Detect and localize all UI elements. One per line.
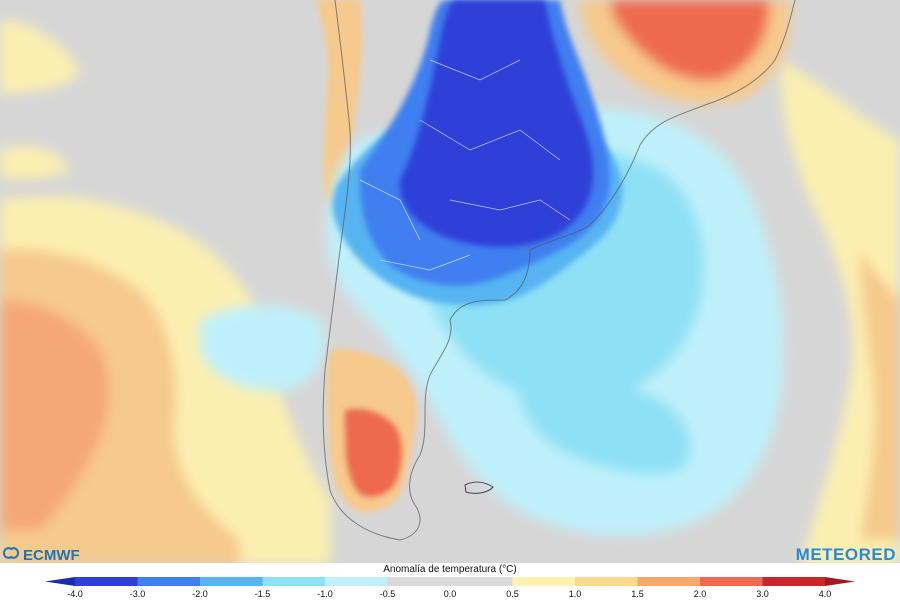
legend-swatch bbox=[575, 577, 638, 586]
legend-swatch bbox=[637, 577, 701, 586]
legend-swatch bbox=[75, 577, 138, 586]
legend-tick-label: 1.0 bbox=[568, 589, 582, 599]
legend-title: Anomalía de temperatura (°C) bbox=[383, 564, 517, 575]
legend-swatch bbox=[200, 577, 263, 586]
legend-arrow-low bbox=[45, 577, 75, 586]
legend-tick-label: 0.5 bbox=[506, 589, 519, 599]
legend-swatch bbox=[450, 577, 513, 586]
paraguay-extreme-cold bbox=[399, 0, 594, 247]
province-borders bbox=[359, 59, 571, 271]
legend-swatch bbox=[262, 577, 326, 586]
atlantic-warm-anomaly bbox=[780, 60, 900, 565]
legend-arrow-high bbox=[825, 577, 855, 586]
legend-tick-label: 1.5 bbox=[631, 589, 644, 599]
meteored-logo: METEORED bbox=[795, 545, 896, 564]
land-outline bbox=[322, 0, 796, 541]
legend-tick-label: -1.0 bbox=[317, 589, 333, 599]
legend-swatch bbox=[512, 577, 576, 586]
legend-tick-label: 3.0 bbox=[756, 589, 769, 599]
ecmwf-logo: ECMWF bbox=[2, 546, 80, 564]
legend-swatch bbox=[325, 577, 388, 586]
legend-swatch bbox=[762, 577, 826, 586]
southern-patagonia-warm bbox=[327, 348, 417, 512]
legend-swatch bbox=[387, 577, 451, 586]
legend-tick-label: -0.5 bbox=[379, 589, 396, 599]
ecmwf-logo-text: ECMWF bbox=[23, 546, 80, 564]
legend-swatch bbox=[137, 577, 201, 586]
legend-tick-label: -3.0 bbox=[129, 589, 146, 599]
legend-tick-label: -4.0 bbox=[67, 589, 83, 599]
southeast-brazil-warm bbox=[580, 0, 791, 104]
legend-tick-label: -1.5 bbox=[254, 589, 271, 599]
temperature-anomaly-map bbox=[0, 0, 900, 565]
legend-tick-label: -2.0 bbox=[192, 589, 208, 599]
legend-swatch bbox=[700, 577, 763, 586]
map-svg bbox=[0, 0, 900, 565]
andes-warm-strip bbox=[315, 0, 363, 200]
legend-tick-label: 0.0 bbox=[443, 589, 457, 599]
color-legend: Anomalía de temperatura (°C) -4.0 -3.0 -2.… bbox=[0, 563, 900, 600]
legend-bar bbox=[45, 577, 855, 586]
ecmwf-icon bbox=[2, 546, 20, 564]
legend-tick-label: 4.0 bbox=[818, 589, 832, 599]
legend-tick-label: 2.0 bbox=[693, 589, 707, 599]
falkland-islands bbox=[464, 481, 494, 494]
pacific-warm-anomaly bbox=[0, 20, 330, 565]
